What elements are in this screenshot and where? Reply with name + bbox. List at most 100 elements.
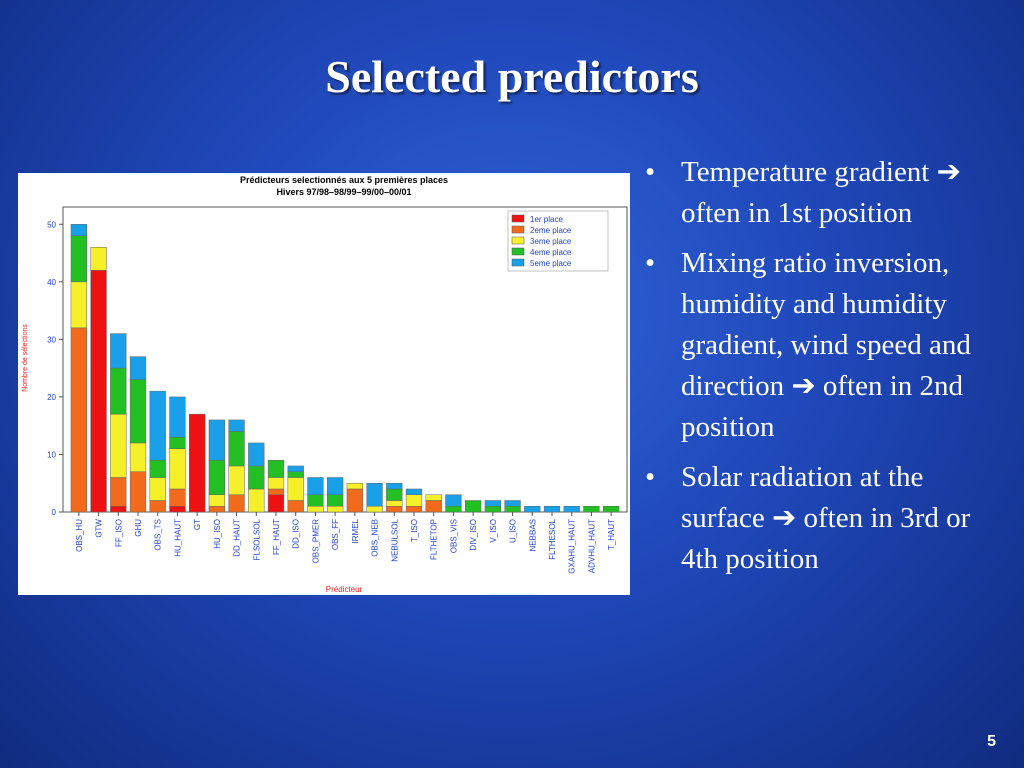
- bar-segment: [327, 494, 344, 507]
- x-tick-label: NEBBAS: [528, 519, 537, 551]
- x-tick-label: HU_HAUT: [173, 519, 182, 557]
- bar-segment: [386, 482, 403, 490]
- chart-subtitle: Hivers 97/98–98/99–99/00–00/01: [276, 187, 411, 197]
- legend-box: [507, 210, 609, 272]
- bar-segment: [504, 500, 521, 507]
- bar-segment: [248, 442, 265, 467]
- legend-swatch: [511, 225, 525, 234]
- x-tick-label: FLTHESOL: [548, 518, 557, 559]
- bar-segment: [129, 442, 147, 472]
- bar-segment: [228, 465, 245, 495]
- bar-segment: [267, 494, 285, 513]
- y-tick-label: 40: [47, 278, 56, 287]
- bar-segment: [307, 477, 324, 495]
- bar-segment: [110, 477, 127, 507]
- bar-segment: [208, 494, 225, 507]
- x-tick-label: OBS_TS: [154, 519, 163, 551]
- bar-segment: [425, 500, 442, 513]
- legend-swatch: [511, 247, 525, 256]
- bar-segment: [110, 413, 127, 478]
- x-tick-label: OBS_HU: [75, 519, 84, 552]
- bar-segment: [484, 505, 501, 513]
- x-tick-label: OBS_FF: [331, 519, 340, 550]
- bar-segment: [149, 390, 166, 461]
- bar-segment: [307, 494, 324, 507]
- bar-segment: [405, 494, 423, 507]
- bar-segment: [543, 505, 561, 513]
- page-number: 5: [987, 733, 996, 750]
- bar-segment: [129, 356, 147, 380]
- bar-segment: [504, 505, 521, 513]
- chart-panel: Prédicteurs selectionnés aux 5 premières…: [18, 173, 630, 595]
- x-tick-label: GT: [193, 519, 202, 530]
- bar-segment: [405, 505, 423, 513]
- bar-segment: [445, 494, 462, 507]
- x-tick-label: OBS_PMER: [311, 519, 320, 564]
- x-tick-label: GHU: [134, 519, 143, 537]
- bar-segment: [149, 477, 166, 501]
- y-tick-label: 20: [47, 393, 56, 402]
- bar-segment: [110, 333, 127, 369]
- bar-segment: [248, 465, 265, 490]
- bar-segment: [583, 505, 600, 513]
- bar-segment: [70, 224, 87, 237]
- bar-segment: [208, 505, 225, 513]
- bullet-item: Temperature gradient ➔ often in 1st posi…: [645, 152, 1005, 234]
- stacked-bar-chart: Prédicteurs selectionnés aux 5 premières…: [22, 175, 628, 594]
- bar-segment: [208, 459, 225, 495]
- x-tick-label: ADVHU_HAUT: [587, 519, 596, 573]
- bar-segment: [70, 327, 87, 513]
- legend-label: 1er place: [530, 215, 563, 224]
- legend-swatch: [511, 236, 525, 245]
- bullet-item: Solar radiation at the surface ➔ often i…: [645, 457, 1005, 580]
- bar-segment: [70, 235, 87, 283]
- bar-segment: [405, 488, 423, 495]
- bar-segment: [366, 482, 383, 507]
- bar-segment: [287, 465, 304, 472]
- legend-label: 2eme place: [530, 226, 572, 235]
- x-tick-label: OBS_VIS: [449, 519, 458, 553]
- bar-segment: [248, 488, 265, 513]
- x-tick-label: V_ISO: [489, 519, 498, 543]
- bar-segment: [386, 500, 403, 507]
- bar-segment: [386, 505, 403, 513]
- plot-frame: [62, 206, 628, 513]
- legend-swatch: [511, 258, 525, 267]
- legend-label: 4eme place: [530, 248, 572, 257]
- y-tick-label: 10: [47, 450, 56, 459]
- bar-segment: [169, 488, 186, 507]
- bar-segment: [484, 500, 501, 507]
- x-tick-label: GTW: [95, 519, 104, 538]
- bar-segment: [287, 500, 304, 513]
- bar-segment: [425, 494, 442, 501]
- bar-segment: [524, 505, 541, 513]
- bar-segment: [169, 448, 186, 490]
- bar-segment: [386, 488, 403, 501]
- bar-segment: [169, 436, 186, 449]
- x-tick-label: DD_HAUT: [233, 519, 242, 557]
- x-tick-label: FLTHETOP: [430, 519, 439, 560]
- bar-segment: [287, 477, 304, 501]
- x-tick-label: IRMEL: [351, 518, 360, 543]
- bar-segment: [129, 379, 147, 444]
- x-tick-label: U_ISO: [509, 519, 518, 543]
- x-tick-label: HU_ISO: [213, 519, 222, 549]
- x-tick-label: FF_HAUT: [272, 519, 281, 555]
- x-tick-label: GXAHU_HAUT: [568, 519, 577, 574]
- bar-segment: [129, 471, 147, 513]
- bar-segment: [189, 413, 206, 513]
- bar-segment: [346, 488, 363, 513]
- bullet-list: Temperature gradient ➔ often in 1st posi…: [645, 152, 1005, 589]
- bar-segment: [149, 459, 166, 478]
- bar-segment: [70, 281, 87, 329]
- chart-title: Prédicteurs selectionnés aux 5 premières…: [240, 175, 448, 185]
- x-axis-label: Prédicteur: [326, 585, 363, 594]
- bar-segment: [327, 477, 344, 495]
- x-tick-label: T_HAUT: [607, 519, 616, 550]
- bar-segment: [445, 505, 462, 513]
- slide-title: Selected predictors: [325, 51, 699, 102]
- bar-segment: [327, 505, 344, 513]
- legend-swatch: [511, 214, 525, 223]
- x-tick-label: FLSOLSOL: [252, 518, 261, 560]
- bullet-item: Mixing ratio inversion, humidity and hum…: [645, 243, 1005, 448]
